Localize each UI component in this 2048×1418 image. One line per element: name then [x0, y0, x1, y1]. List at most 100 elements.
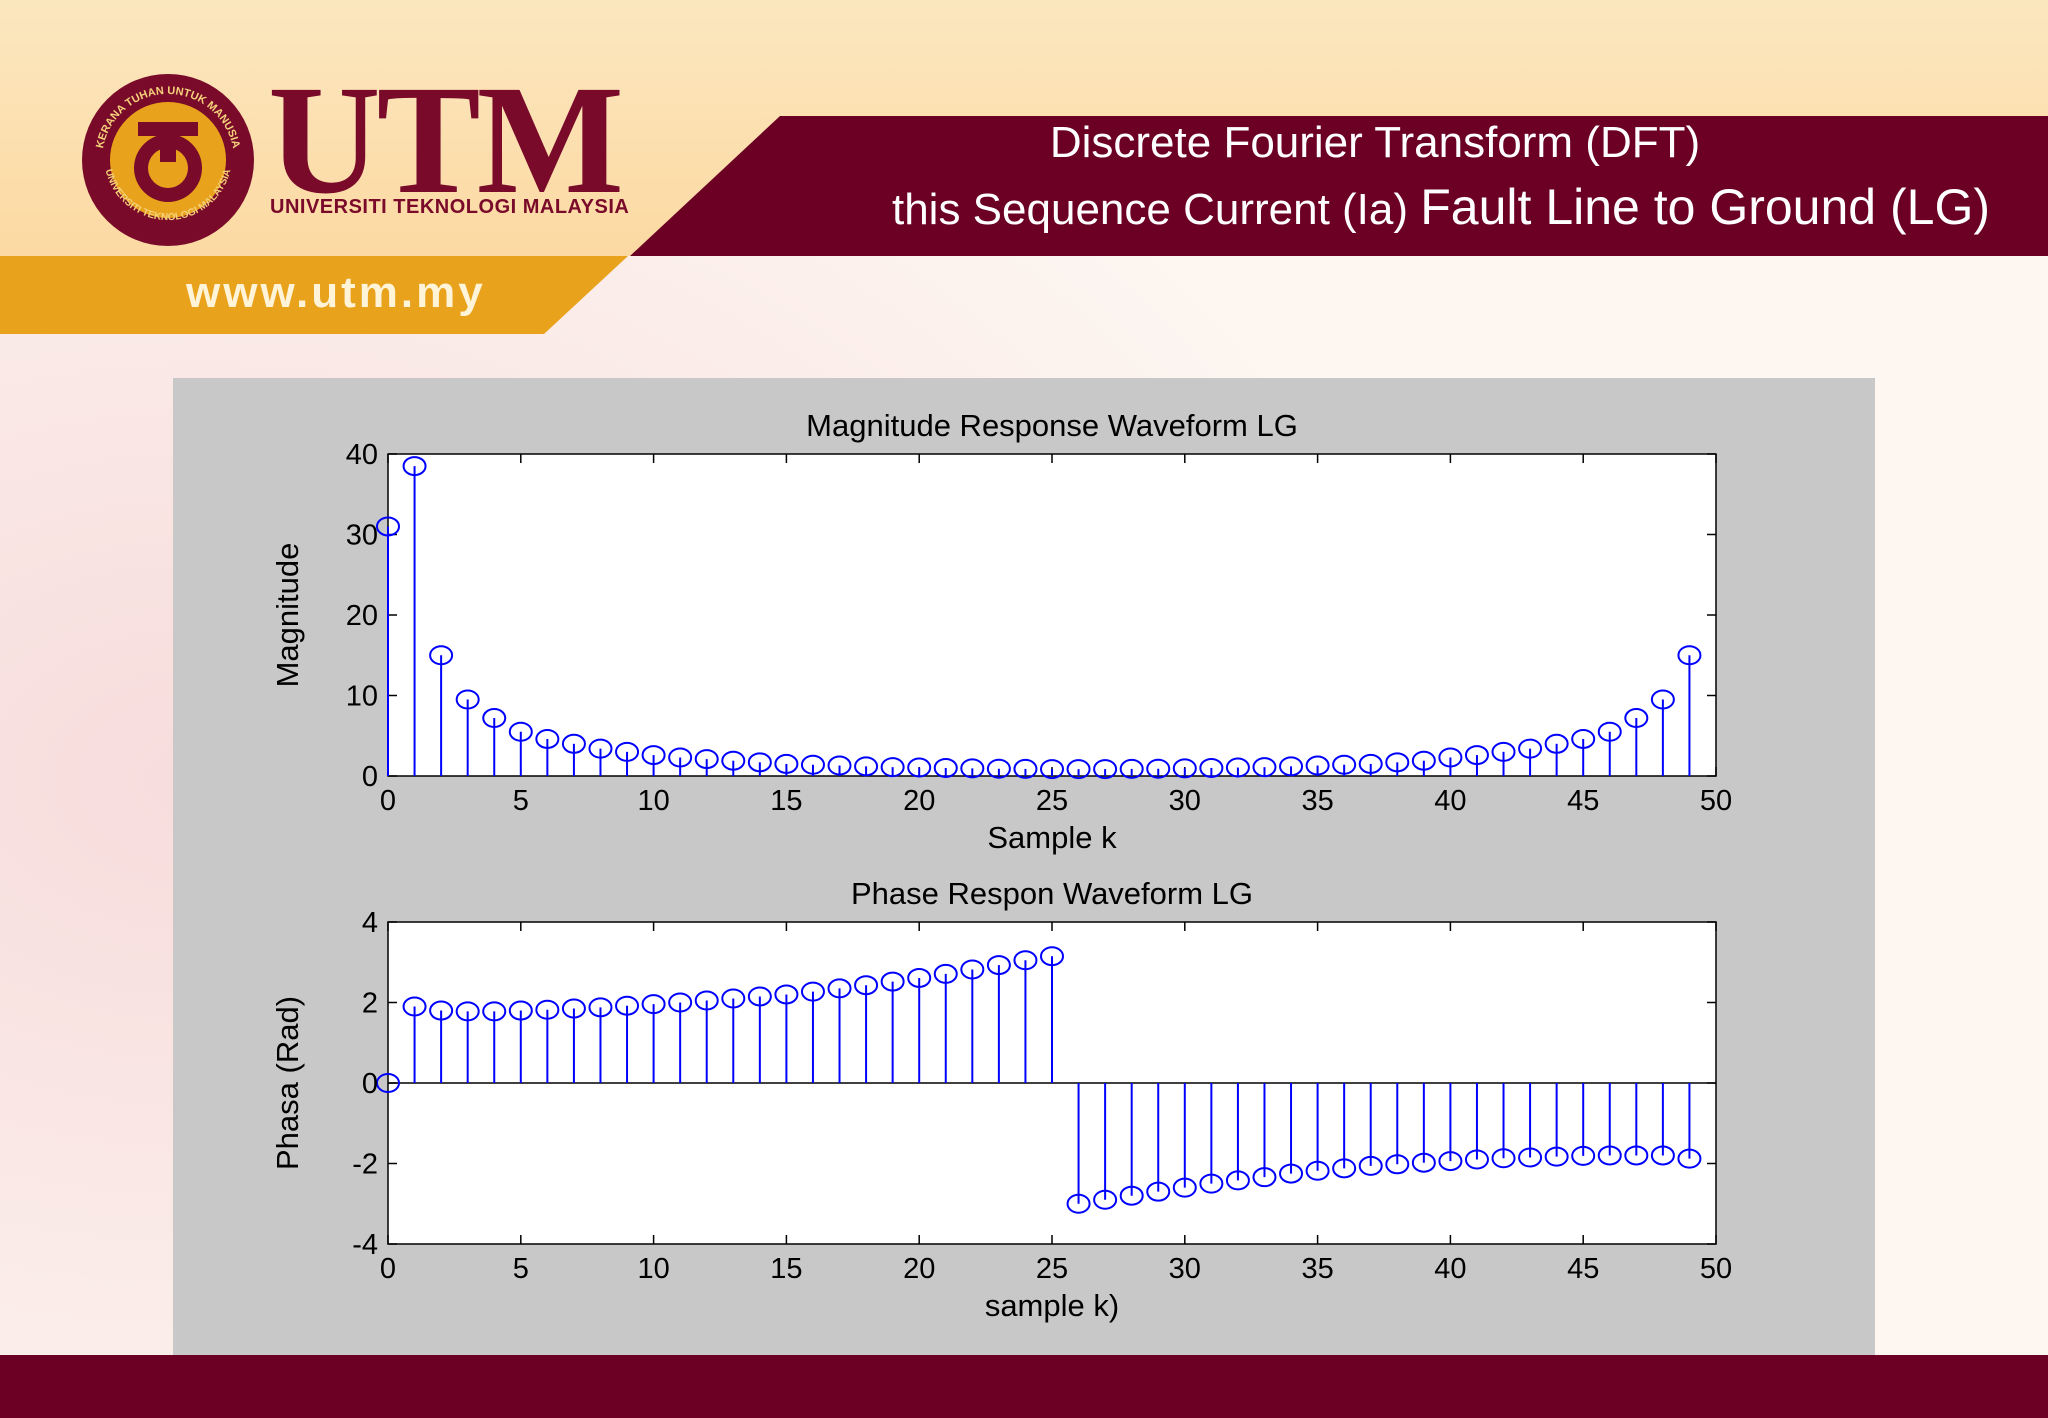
url-banner — [0, 256, 628, 334]
magnitude-xtick-label: 30 — [1169, 785, 1201, 817]
phase-stem-marker — [907, 967, 932, 988]
phase-stem-marker — [1066, 1193, 1091, 1214]
magnitude-stem-marker — [1571, 728, 1596, 749]
magnitude-stem-marker — [747, 752, 772, 773]
phase-stem-marker — [376, 1073, 400, 1093]
phase-xtick-label: 5 — [513, 1253, 529, 1285]
phase-stem-marker — [1358, 1155, 1383, 1176]
magnitude-stem-marker — [1066, 759, 1091, 780]
phase-stem-marker — [615, 995, 640, 1016]
magnitude-stem-marker — [827, 755, 852, 776]
magnitude-xlabel: Sample k — [987, 820, 1117, 855]
phase-stem-marker — [668, 992, 693, 1013]
phase-stem-marker — [880, 971, 905, 992]
magnitude-title: Magnitude Response Waveform LG — [806, 408, 1298, 443]
phase-xtick-label: 45 — [1567, 1253, 1599, 1285]
website-url[interactable]: www.utm.my — [186, 268, 486, 317]
magnitude-stem-marker — [561, 733, 586, 754]
phase-xtick-label: 30 — [1169, 1253, 1201, 1285]
magnitude-stem-marker — [615, 741, 640, 762]
phase-stem-marker — [1491, 1148, 1516, 1169]
phase-stem-marker — [1332, 1158, 1357, 1179]
magnitude-stem-marker — [960, 758, 985, 779]
magnitude-stem-marker — [986, 758, 1011, 779]
magnitude-stem-marker — [535, 728, 560, 749]
matlab-figure-panel: 0 5 10 15 20 25 30 35 40 45 50 0 10 20 30 40 Magnitude R… — [173, 378, 1875, 1355]
phase-stem-marker — [1279, 1163, 1304, 1184]
phase-stem-marker — [933, 963, 958, 984]
phase-stem-marker — [455, 1001, 480, 1022]
phase-stem-marker — [800, 981, 825, 1002]
magnitude-stem-marker — [1040, 759, 1064, 780]
phase-stem-marker — [747, 986, 772, 1007]
magnitude-xtick-label: 45 — [1567, 785, 1599, 817]
magnitude-xtick-label: 50 — [1700, 785, 1732, 817]
phase-stem-marker — [402, 996, 427, 1017]
phase-ytick-label: -2 — [352, 1149, 378, 1181]
magnitude-plot — [376, 453, 1717, 780]
magnitude-xtick-label: 40 — [1434, 785, 1466, 817]
magnitude-stem-marker — [1438, 747, 1463, 768]
magnitude-stem-marker — [1279, 756, 1304, 777]
magnitude-ytick-label: 30 — [346, 520, 378, 552]
phase-stem-marker — [1252, 1167, 1277, 1188]
phase-stem-marker — [1624, 1145, 1649, 1166]
slide-title-line2: this Sequence Current (Ia) Fault Line to… — [600, 178, 1990, 236]
magnitude-stem-marker — [1411, 750, 1436, 771]
magnitude-axes-box — [387, 453, 1717, 777]
phase-xtick-label: 50 — [1700, 1253, 1732, 1285]
magnitude-stem-marker — [774, 753, 799, 774]
magnitude-stem-marker — [1597, 721, 1622, 742]
phase-ytick-label: 2 — [362, 988, 378, 1020]
magnitude-stem-marker — [694, 749, 719, 770]
magnitude-stem-marker — [1624, 708, 1649, 729]
magnitude-stem-marker — [800, 754, 825, 775]
phase-stem-marker — [1013, 950, 1038, 971]
phase-stem-marker — [1305, 1160, 1330, 1181]
title-banner — [0, 116, 2048, 256]
magnitude-stem-marker — [1358, 753, 1383, 774]
magnitude-ytick-label: 20 — [346, 600, 378, 632]
phase-stem-marker — [1597, 1145, 1622, 1166]
phase-stem-marker — [1677, 1148, 1702, 1169]
magnitude-stem-marker — [429, 645, 454, 666]
magnitude-stem-marker — [1305, 755, 1330, 776]
magnitude-stem-marker — [880, 757, 905, 778]
magnitude-xtick-label: 25 — [1036, 785, 1068, 817]
magnitude-stem-marker — [933, 757, 958, 778]
phase-stem-marker — [854, 975, 879, 996]
phase-xtick-label: 20 — [903, 1253, 935, 1285]
magnitude-stem-marker — [1544, 733, 1569, 754]
phase-stem-marker — [1172, 1177, 1197, 1198]
magnitude-stem-marker — [1225, 757, 1250, 778]
phase-stem-marker — [986, 955, 1011, 976]
phase-xtick-label: 0 — [380, 1253, 396, 1285]
phase-stem-marker — [721, 988, 746, 1009]
magnitude-xtick-label: 0 — [380, 785, 396, 817]
phase-stem-marker — [535, 999, 560, 1020]
phase-xtick-label: 25 — [1036, 1253, 1068, 1285]
magnitude-stem-marker — [854, 756, 879, 777]
magnitude-ylabel: Magnitude — [270, 543, 305, 688]
magnitude-stem-marker — [1172, 758, 1197, 779]
phase-stem-marker — [1571, 1145, 1596, 1166]
phase-xtick-label: 40 — [1434, 1253, 1466, 1285]
phase-stem-marker — [827, 978, 852, 999]
phase-stem-marker — [1119, 1185, 1144, 1206]
magnitude-stem-marker — [1650, 689, 1675, 710]
phase-stem-marker — [1146, 1181, 1171, 1202]
footer-bar — [0, 1355, 2048, 1418]
magnitude-stem-marker — [668, 747, 693, 768]
magnitude-xtick-label: 5 — [513, 785, 529, 817]
phase-stem-marker — [429, 1000, 454, 1021]
magnitude-stem-marker — [641, 745, 666, 766]
phase-ytick-label: 0 — [362, 1068, 378, 1100]
phase-stem-marker — [641, 994, 666, 1015]
magnitude-stem-marker — [376, 516, 400, 537]
magnitude-stem-marker — [1677, 645, 1702, 666]
phase-stem-marker — [1040, 946, 1064, 967]
utm-wordmark-subtitle: UNIVERSITI TEKNOLOGI MALAYSIA — [270, 196, 630, 218]
magnitude-stem-marker — [721, 750, 746, 771]
phase-stem-marker — [588, 997, 613, 1018]
